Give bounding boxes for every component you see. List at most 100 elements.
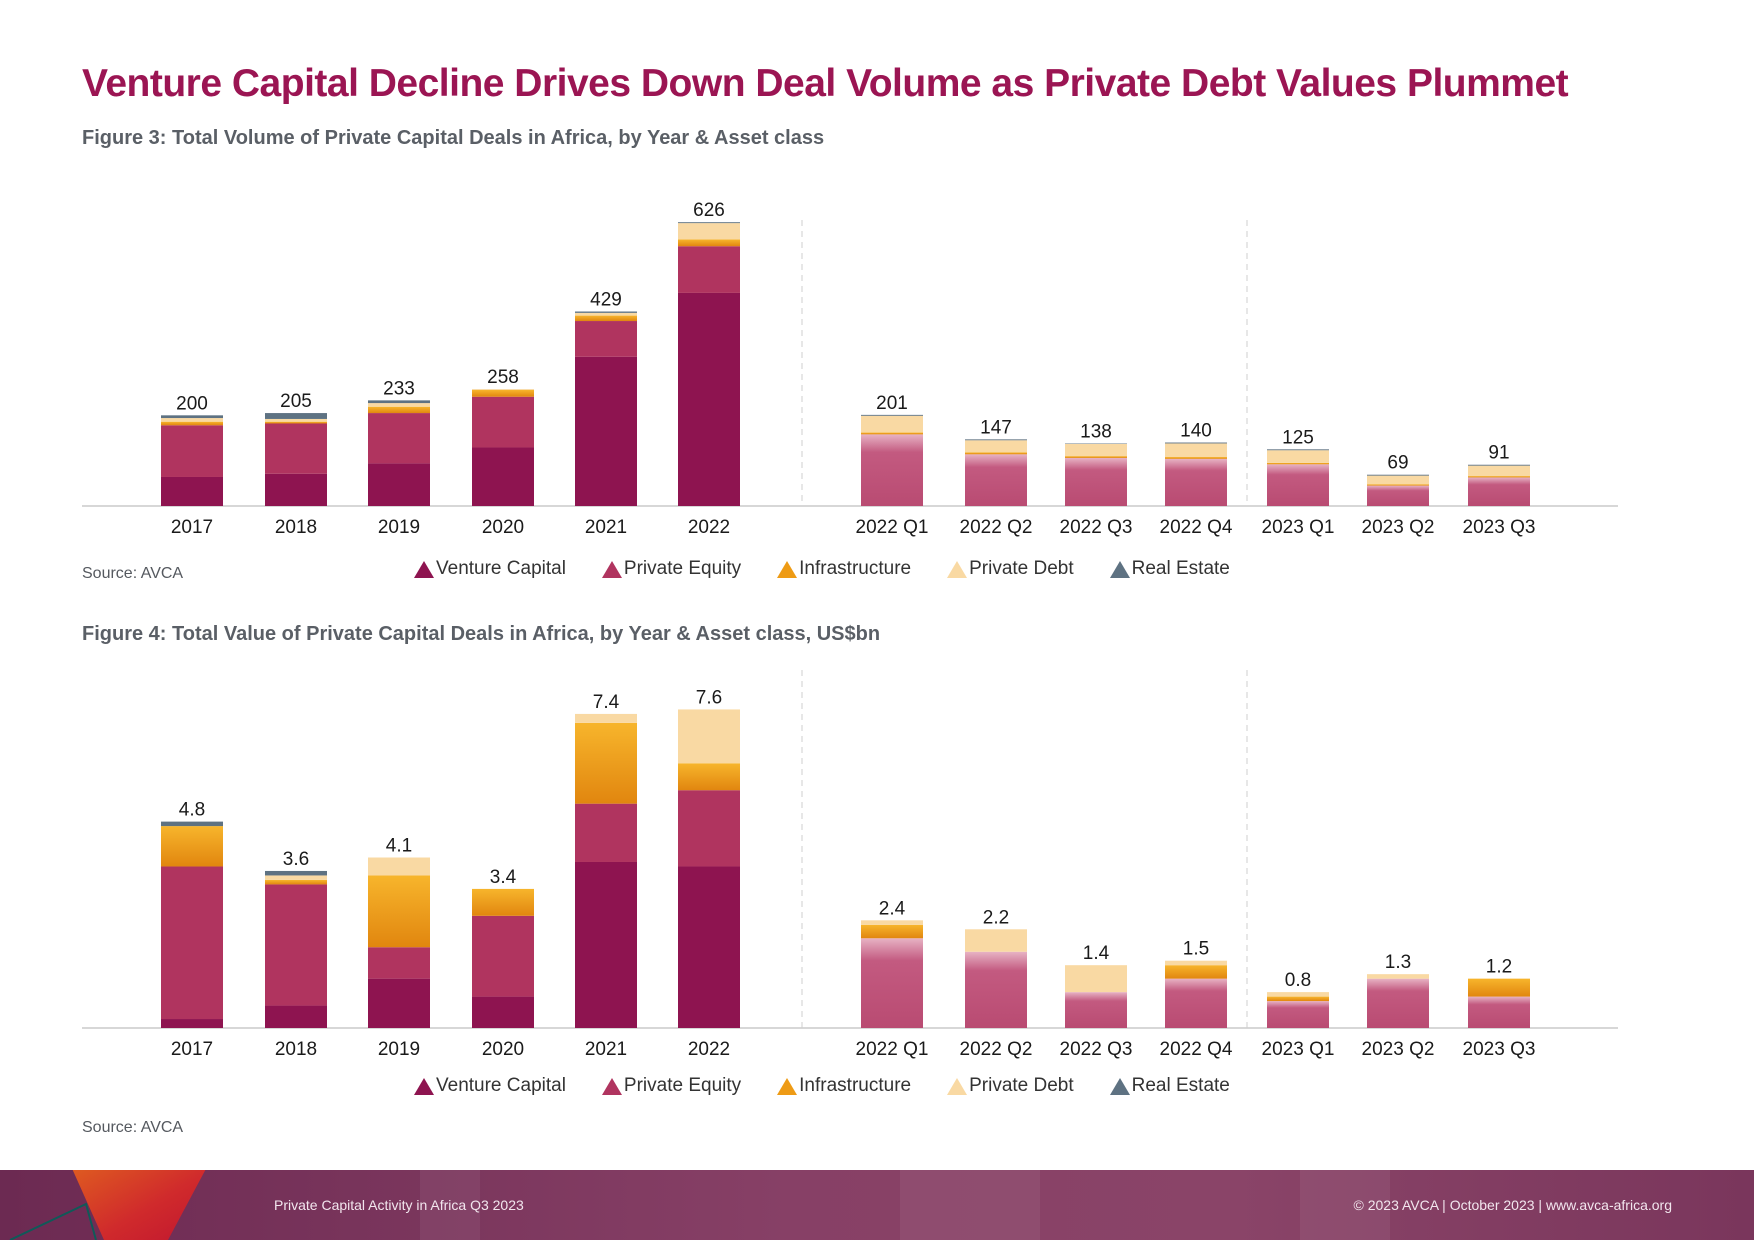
legend-label: Real Estate: [1131, 558, 1230, 579]
bar-segment-infrastructure-2023-q3: [1468, 978, 1530, 997]
legend-label: Real Estate: [1131, 1075, 1230, 1096]
bar-segment-private-debt-2018: [265, 875, 327, 880]
footer-bar: Private Capital Activity in Africa Q3 20…: [0, 1170, 1754, 1240]
bar-segment-venture-capital-2019: [368, 978, 430, 1028]
bar-total-label: 4.1: [386, 836, 412, 857]
bar-segment-private-equity-2017: [161, 866, 223, 1020]
bar-segment-real-estate-2018: [265, 413, 327, 419]
bar-segment-infrastructure-2023-q3: [1468, 476, 1530, 478]
bar-segment-venture-capital-2017: [161, 476, 223, 506]
x-tick-label: 2022: [688, 517, 730, 538]
figure-4-title: Figure 4: Total Value of Private Capital…: [82, 623, 881, 645]
bar-segment-private-equity-2023-q1: [1267, 464, 1329, 506]
x-tick-label: 2023 Q3: [1463, 517, 1536, 538]
bar-segment-private-debt-2022: [678, 709, 740, 764]
bar-segment-infrastructure-2022: [678, 763, 740, 791]
bar-segment-private-equity-2019: [368, 947, 430, 979]
bar-segment-private-debt-2023-q1: [1267, 992, 1329, 997]
bar-total-label: 138: [1080, 421, 1112, 442]
legend-item-real-estate: Real Estate: [1109, 1075, 1230, 1097]
bar-segment-private-debt-2019: [368, 403, 430, 407]
bar-segment-private-equity-2020: [472, 915, 534, 997]
bar-segment-private-equity-2023-q2: [1367, 485, 1429, 506]
bar-segment-private-equity-2022-q1: [861, 434, 923, 506]
figure-3-chart: 200 2017 205 2018 233 2019 258 2020 429 2021 626 20…: [82, 200, 1618, 538]
bar-segment-private-debt-2022-q3: [1065, 443, 1127, 457]
bar-segment-private-equity-2022-q2: [965, 454, 1027, 506]
bar-segment-infrastructure-2017: [161, 826, 223, 867]
figure-4-chart: 4.8 2017 3.6 2018 4.1 2019 3.4 2020 7.4 2021 7.6 20…: [82, 670, 1618, 1060]
bar-segment-private-equity-2022: [678, 790, 740, 867]
legend-item-infrastructure: Infrastructure: [777, 558, 911, 580]
bar-total-label: 1.5: [1183, 939, 1209, 960]
figure-4-source: Source: AVCA: [82, 1119, 184, 1136]
bar-total-label: 200: [176, 393, 208, 414]
bar-segment-private-equity-2023-q3: [1468, 996, 1530, 1028]
x-tick-label: 2022 Q3: [1060, 517, 1133, 538]
bar-segment-infrastructure-2021: [575, 315, 637, 322]
bar-segment-infrastructure-2020: [472, 888, 534, 916]
x-tick-label: 2023 Q1: [1262, 1039, 1335, 1060]
bar-total-label: 205: [280, 391, 312, 412]
bar-segment-infrastructure-2023-q1: [1267, 462, 1329, 465]
bar-segment-venture-capital-2018: [265, 1005, 327, 1028]
bar-segment-private-debt-2020: [472, 389, 534, 390]
bar-total-label: 1.3: [1385, 952, 1411, 973]
figure-3-legend: Venture Capital Private Equity Infrastruct…: [414, 558, 1266, 580]
bar-segment-private-equity-2022-q4: [1165, 458, 1227, 506]
bar-segment-venture-capital-2019: [368, 463, 430, 506]
bar-segment-private-debt-2021: [575, 713, 637, 723]
bar-total-label: 140: [1180, 421, 1212, 442]
bar-segment-real-estate-2017: [161, 821, 223, 827]
bar-segment-private-debt-2023-q2: [1367, 475, 1429, 485]
bar-segment-infrastructure-2022-q4: [1165, 965, 1227, 979]
bar-segment-private-debt-2022-q1: [861, 415, 923, 433]
bar-segment-private-debt-2022: [678, 223, 740, 240]
bar-segment-private-equity-2022-q3: [1065, 992, 1127, 1028]
x-tick-label: 2018: [275, 1039, 317, 1060]
x-tick-label: 2021: [585, 517, 627, 538]
bar-segment-private-debt-2021: [575, 312, 637, 316]
x-tick-label: 2019: [378, 517, 420, 538]
bar-segment-private-equity-2023-q2: [1367, 978, 1429, 1028]
bar-segment-private-debt-2022-q3: [1065, 965, 1127, 993]
legend-label: Venture Capital: [436, 1075, 566, 1096]
bar-total-label: 2.2: [983, 907, 1009, 928]
legend-label: Private Debt: [969, 1075, 1074, 1096]
bar-segment-infrastructure-2022-q4: [1165, 457, 1227, 459]
bar-total-label: 125: [1282, 427, 1314, 448]
bar-segment-venture-capital-2020: [472, 447, 534, 506]
x-tick-label: 2022 Q1: [856, 517, 929, 538]
bar-segment-private-equity-2020: [472, 396, 534, 448]
bar-segment-private-debt-2022-q4: [1165, 960, 1227, 966]
x-tick-label: 2022 Q3: [1060, 1039, 1133, 1060]
bar-segment-private-equity-2019: [368, 413, 430, 464]
bar-segment-venture-capital-2022: [678, 866, 740, 1028]
bar-segment-infrastructure-2022-q2: [965, 452, 1027, 455]
bar-segment-venture-capital-2022: [678, 292, 740, 506]
legend-item-venture-capital: Venture Capital: [414, 1075, 566, 1097]
x-tick-label: 2017: [171, 517, 213, 538]
bar-segment-real-estate-2017: [161, 415, 223, 419]
bar-segment-private-debt-2022-q4: [1165, 443, 1227, 458]
footer-copyright: © 2023 AVCA | October 2023 | www.avca-af…: [1353, 1197, 1673, 1213]
bar-total-label: 3.6: [283, 849, 309, 870]
bar-segment-infrastructure-2022-q1: [861, 924, 923, 939]
legend-swatch-icon: [777, 1077, 798, 1095]
bar-segment-real-estate-2022-q2: [965, 439, 1027, 441]
bar-segment-real-estate-2023-q3: [1468, 464, 1530, 466]
bar-segment-private-equity-2022-q3: [1065, 457, 1127, 506]
legend-item-private-debt: Private Debt: [947, 1075, 1074, 1097]
bar-segment-venture-capital-2021: [575, 356, 637, 506]
legend-swatch-icon: [1109, 560, 1130, 578]
x-tick-label: 2017: [171, 1039, 213, 1060]
bar-total-label: 4.8: [179, 800, 205, 821]
bar-segment-private-equity-2023-q1: [1267, 1001, 1329, 1028]
bar-segment-infrastructure-2022: [678, 239, 740, 247]
bar-segment-real-estate-2022: [678, 222, 740, 224]
x-tick-label: 2023 Q2: [1362, 517, 1435, 538]
bar-segment-private-debt-2022-q2: [965, 440, 1027, 453]
bar-total-label: 3.4: [490, 867, 517, 888]
legend-swatch-icon: [414, 1077, 434, 1095]
legend-swatch-icon: [777, 560, 798, 578]
